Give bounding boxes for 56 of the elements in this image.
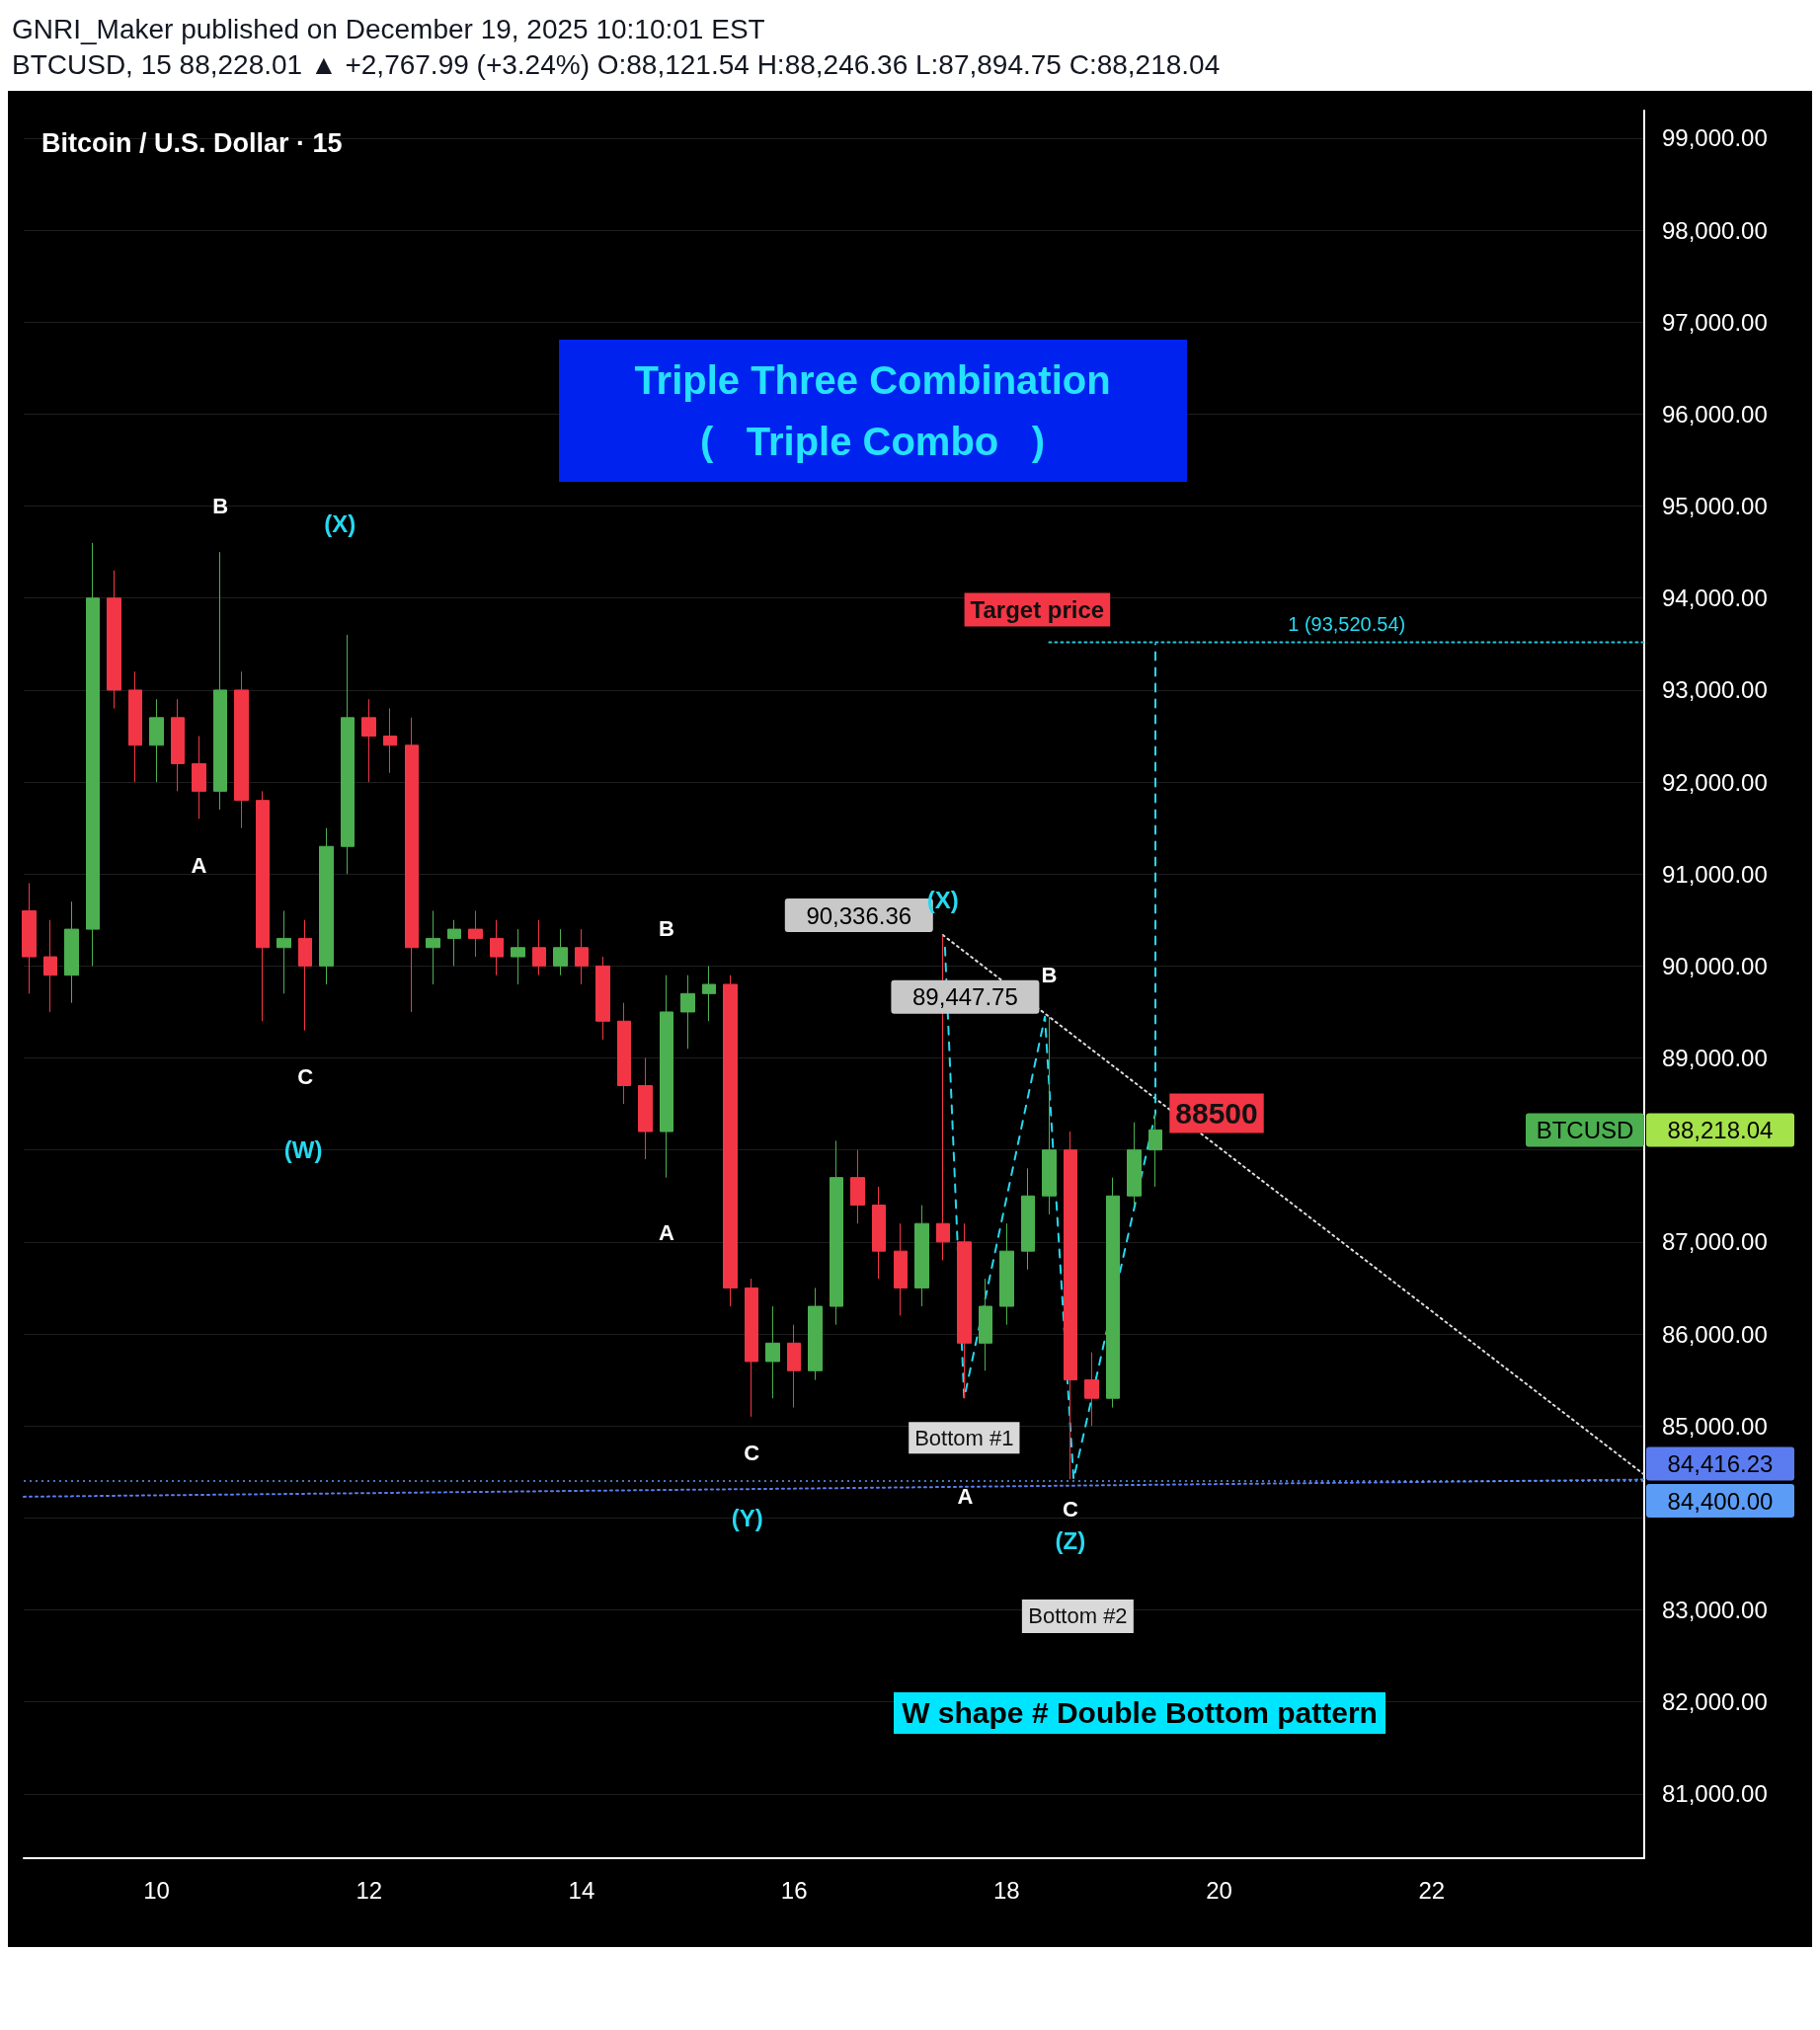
chart-subtitle: BTCUSD, 15 88,228.01 ▲ +2,767.99 (+3.24%) O:88,121.54 H:88,246.36 L:87,894.75 C:88,218.04 xyxy=(11,48,1222,82)
annotation: C xyxy=(297,1064,314,1090)
x-tick-label: 18 xyxy=(993,1876,1020,1904)
y-tick-label: 93,000.00 xyxy=(1662,676,1768,704)
annotation: Target price xyxy=(970,595,1105,623)
text-box: W shape # Double Bottom pattern xyxy=(894,1691,1385,1734)
annotation: Bottom #2 xyxy=(1022,1600,1134,1634)
annotation: A xyxy=(957,1483,974,1510)
y-tick-label: 94,000.00 xyxy=(1662,585,1768,612)
y-tick-label: 82,000.00 xyxy=(1662,1688,1768,1716)
annotation: 1 (93,520.54) xyxy=(1288,613,1406,636)
y-tick-label: 86,000.00 xyxy=(1662,1320,1768,1348)
annotation: B xyxy=(1041,963,1058,988)
annotation: (W) xyxy=(283,1135,323,1164)
annotation: Bottom #1 xyxy=(914,1425,1014,1450)
annotation: C xyxy=(744,1441,760,1466)
y-tick-label: 98,000.00 xyxy=(1662,216,1768,244)
annotation: A xyxy=(191,852,207,878)
text: 88,218.04 xyxy=(1667,1116,1774,1143)
y-tick-label: 89,000.00 xyxy=(1662,1045,1768,1072)
x-tick-label: 12 xyxy=(356,1876,383,1904)
y-tick-label: 91,000.00 xyxy=(1662,860,1768,888)
data-label: 90,336.36 xyxy=(806,901,912,929)
x-tick-label: 10 xyxy=(143,1876,170,1904)
annotation: C xyxy=(1062,1496,1078,1522)
y-tick-label: 83,000.00 xyxy=(1662,1596,1768,1623)
x-tick-label: 20 xyxy=(1206,1876,1232,1904)
x-tick-label: 16 xyxy=(780,1876,808,1904)
x-tick-label: 14 xyxy=(568,1876,595,1904)
annotation: (Y) xyxy=(731,1504,763,1532)
annotation: B xyxy=(212,493,229,518)
data-label: 84,416.23 xyxy=(1667,1450,1774,1478)
x-tick-label: 22 xyxy=(1418,1876,1446,1904)
y-tick-label: 87,000.00 xyxy=(1662,1228,1768,1256)
annotation: Bitcoin / U.S. Dollar · 15 xyxy=(41,128,343,159)
chart-title: GNRI_Maker published on December 19, 2025 10:10:01 EST xyxy=(11,13,766,45)
text: BTCUSD xyxy=(1536,1116,1634,1143)
y-tick-label: 95,000.00 xyxy=(1662,493,1768,520)
annotation: (Z) xyxy=(1055,1526,1086,1554)
annotation: (X) xyxy=(926,886,959,913)
y-tick-label: 96,000.00 xyxy=(1662,400,1768,428)
annotation: ( Triple Combo ) xyxy=(699,419,1046,465)
annotation: Triple Three Combination xyxy=(633,357,1112,404)
y-tick-label: 99,000.00 xyxy=(1662,124,1768,152)
y-tick-label: 81,000.00 xyxy=(1662,1780,1768,1808)
annotation: (X) xyxy=(324,510,356,539)
y-tick-label: 97,000.00 xyxy=(1662,308,1768,336)
annotation: A xyxy=(659,1220,675,1246)
y-tick-label: 90,000.00 xyxy=(1662,952,1768,979)
y-tick-label: 92,000.00 xyxy=(1662,768,1768,796)
ref-line-label: 84,400.00 xyxy=(1667,1487,1774,1515)
y-tick-label: 85,000.00 xyxy=(1662,1412,1768,1440)
annotation: 88500 xyxy=(1175,1096,1258,1130)
annotation: B xyxy=(659,916,674,942)
text-box: Triple Three Combination ( Triple Combo ) xyxy=(558,340,1187,482)
data-label: 89,447.75 xyxy=(912,983,1018,1011)
